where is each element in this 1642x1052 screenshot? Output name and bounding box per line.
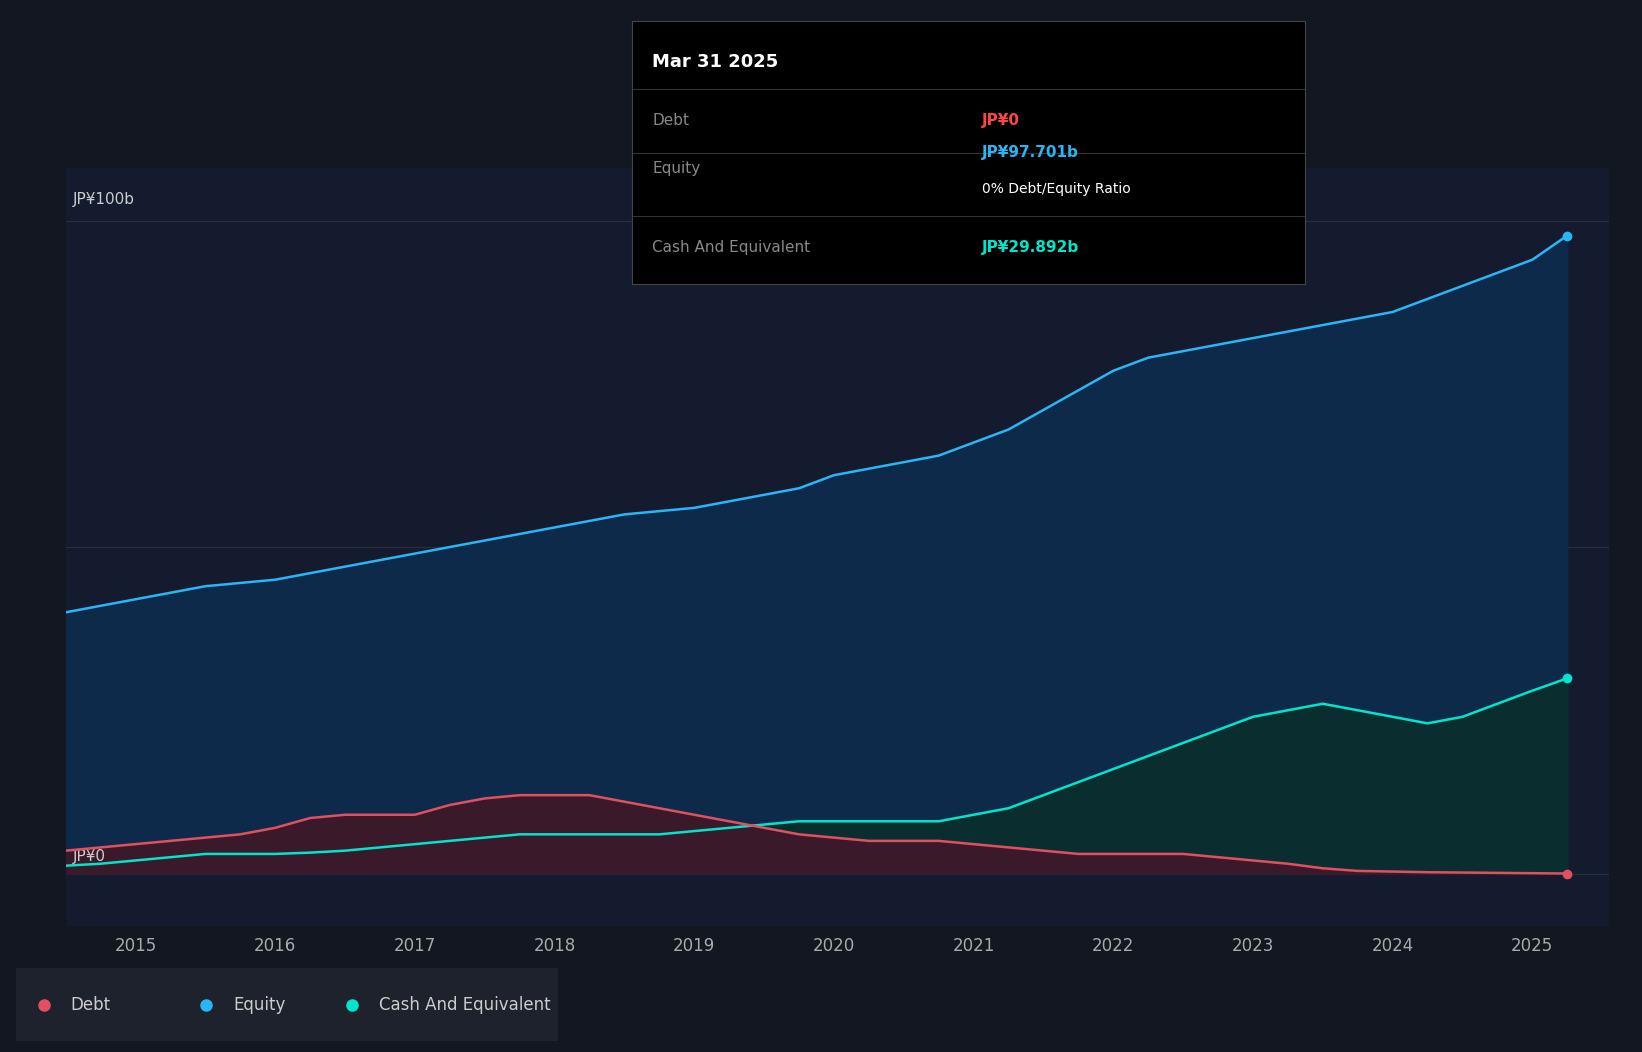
Text: Equity: Equity bbox=[233, 995, 286, 1014]
Text: JP¥100b: JP¥100b bbox=[72, 193, 135, 207]
Text: Equity: Equity bbox=[652, 161, 701, 176]
Text: Debt: Debt bbox=[71, 995, 110, 1014]
Text: 0% Debt/Equity Ratio: 0% Debt/Equity Ratio bbox=[982, 182, 1131, 197]
Text: JP¥0: JP¥0 bbox=[982, 114, 1020, 128]
Text: Mar 31 2025: Mar 31 2025 bbox=[652, 53, 778, 70]
Text: Cash And Equivalent: Cash And Equivalent bbox=[652, 240, 811, 255]
Text: JP¥97.701b: JP¥97.701b bbox=[982, 145, 1079, 160]
Text: JP¥0: JP¥0 bbox=[72, 849, 105, 864]
Text: Debt: Debt bbox=[652, 114, 690, 128]
Text: Cash And Equivalent: Cash And Equivalent bbox=[379, 995, 552, 1014]
Text: JP¥29.892b: JP¥29.892b bbox=[982, 240, 1079, 255]
